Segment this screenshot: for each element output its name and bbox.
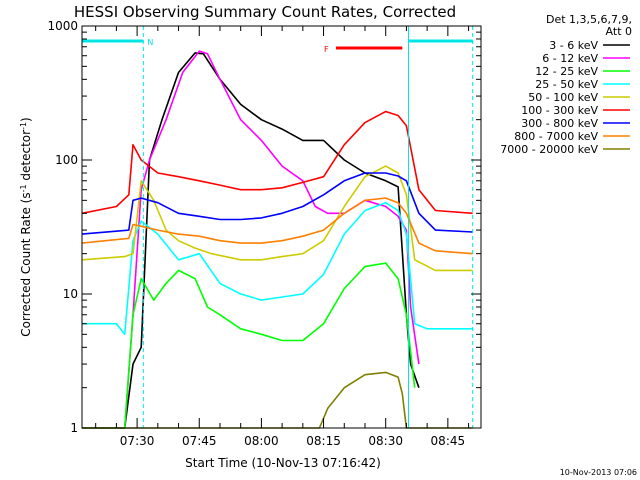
- legend-label-4: 25 - 50 keV: [535, 78, 598, 91]
- y-axis-label-end: ): [19, 117, 33, 122]
- y-tick-label-100: 100: [55, 153, 78, 167]
- legend-label-2: 6 - 12 keV: [542, 52, 598, 65]
- plot-frame: [81, 25, 482, 429]
- y-axis-label-exp1: -1: [19, 184, 28, 192]
- series-line-3-6-kev: [82, 52, 420, 429]
- x-tick-label-0745: 07:45: [182, 434, 217, 448]
- y-tick-label-10: 10: [63, 287, 78, 301]
- x-tick-label-0800: 08:00: [244, 434, 279, 448]
- footer-timestamp: 10-Nov-2013 07:06: [560, 468, 637, 477]
- x-tick-label-0730: 07:30: [120, 434, 155, 448]
- legend-label-6: 100 - 300 keV: [521, 104, 598, 117]
- legend-label-3: 12 - 25 keV: [535, 65, 598, 78]
- y-axis-ticks: 1 10 100 1000: [47, 19, 481, 435]
- night-flag-label: N: [147, 38, 153, 47]
- x-axis-label: Start Time (10-Nov-13 07:16:42): [185, 456, 381, 470]
- legend-header-2: Att 0: [606, 25, 632, 38]
- x-tick-label-0830: 08:30: [368, 434, 403, 448]
- x-tick-label-0845: 08:45: [431, 434, 466, 448]
- series-line-12-25-kev: [82, 262, 416, 429]
- y-tick-label-1000: 1000: [47, 19, 78, 33]
- series-line-100-300-kev: [81, 110, 473, 215]
- y-tick-label-1: 1: [70, 421, 78, 435]
- series-line-25-50-kev: [82, 201, 473, 336]
- y-axis-label-mid: detector: [19, 130, 33, 185]
- series-line-6-12-kev: [82, 50, 420, 429]
- y-axis-label-exp2: -1: [19, 122, 28, 130]
- legend-label-9: 7000 - 20000 keV: [500, 143, 598, 156]
- flare-flag-label: F: [324, 45, 329, 54]
- legend-label-1: 3 - 6 keV: [549, 39, 598, 52]
- chart-title: HESSI Observing Summary Count Rates, Cor…: [74, 3, 456, 21]
- legend-label-7: 300 - 800 keV: [521, 117, 598, 130]
- y-axis-label-main: Corrected Count Rate (s: [19, 192, 33, 336]
- series-line-50-100-kev: [81, 165, 473, 272]
- x-tick-label-0815: 08:15: [306, 434, 341, 448]
- series-lines: [81, 50, 473, 429]
- legend-label-8: 800 - 7000 keV: [514, 130, 598, 143]
- legend-label-5: 50 - 100 keV: [528, 91, 598, 104]
- attenuator-lines: [142, 26, 474, 428]
- flag-bars: NF: [82, 38, 473, 54]
- legend-header-1: Det 1,3,5,6,7,9,: [546, 13, 632, 26]
- x-axis-ticks: 07:30 07:45 08:00 08:15 08:30 08:45: [95, 26, 470, 448]
- series-line-800-7000-kev: [81, 197, 473, 255]
- series-line-300-800-kev: [81, 172, 473, 235]
- y-axis-label: Corrected Count Rate (s-1 detector-1): [19, 117, 34, 336]
